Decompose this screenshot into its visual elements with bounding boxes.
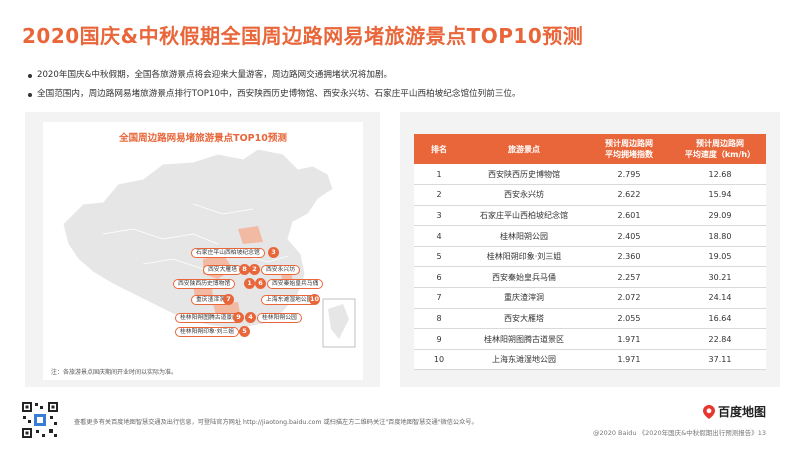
bullet-dot-icon: [28, 92, 32, 97]
cell-rank: 6: [414, 266, 464, 289]
inset-land: [328, 304, 349, 339]
map-rank-badge: 10: [309, 294, 320, 305]
map-rank-badge: 5: [239, 326, 250, 337]
region-hebei: [238, 226, 263, 244]
cell-congestion-index: 2.072: [584, 287, 674, 309]
ranking-table: 排名 旅游景点 预计周边路网 平均拥堵指数 预计周边路网 平均速度（km/h） …: [414, 134, 766, 371]
cell-congestion-index: 1.971: [584, 349, 674, 371]
cell-rank: 4: [414, 225, 464, 247]
map-label: 西安陕西历史博物馆: [173, 279, 236, 289]
bullet-list: 2020年国庆&中秋假期，全国各旅游景点将会迎来大量游客，周边路网交通拥堵状况将…: [28, 66, 788, 104]
table-row: 3 石家庄平山西柏坡纪念馆 2.601 29.09: [414, 205, 766, 227]
map-rank-badge: 4: [245, 312, 256, 323]
col-header-attraction: 旅游景点: [464, 134, 584, 164]
cell-rank: 9: [414, 328, 464, 350]
province-borders: [102, 203, 289, 270]
bullet-dot-icon: [28, 73, 32, 78]
table-row: 8 西安大雁塔 2.055 16.64: [414, 308, 766, 330]
map-rank-badge: 7: [223, 294, 234, 305]
cell-avg-speed: 16.64: [674, 308, 766, 330]
map-label: 西安大雁塔: [203, 265, 242, 275]
footer: 查看更多有关百度地图智慧交通及出行信息，可登陆官方网址 http://jiaot…: [20, 400, 780, 440]
map-rank-badge: 9: [233, 312, 244, 323]
table-row: 9 桂林阳朔图腾古道景区 1.971 22.84: [414, 328, 766, 350]
cell-attraction: 重庆渣滓洞: [464, 287, 584, 309]
cell-rank: 10: [414, 349, 464, 371]
table-row: 7 重庆渣滓洞 2.072 24.14: [414, 287, 766, 309]
cell-congestion-index: 2.055: [584, 308, 674, 330]
baidu-map-logo: 百度地图: [702, 403, 766, 420]
copyright-text: @2020 Baidu 《2020年国庆&中秋假期出行预测报告》13: [592, 429, 766, 437]
bullet-item: 2020年国庆&中秋假期，全国各旅游景点将会迎来大量游客，周边路网交通拥堵状况将…: [28, 66, 788, 85]
map-rank-badge: 2: [249, 264, 260, 275]
map-label: 西安秦始皇兵马俑: [267, 279, 324, 289]
table-row: 1 西安陕西历史博物馆 2.795 12.68: [414, 164, 766, 186]
cell-attraction: 西安大雁塔: [464, 308, 584, 330]
map-label: 石家庄平山西柏坡纪念馆: [191, 248, 265, 258]
table-header-row: 排名 旅游景点 预计周边路网 平均拥堵指数 预计周边路网 平均速度（km/h）: [414, 134, 766, 164]
cell-rank: 5: [414, 246, 464, 268]
table-row: 5 桂林阳朔印象·刘三姐 2.360 19.05: [414, 246, 766, 268]
page-title: 2020国庆&中秋假期全国周边路网易堵旅游景点TOP10预测: [22, 24, 584, 48]
map-footnote: 注：各旅游景点国庆期间开业时间以实际为准。: [51, 369, 178, 376]
map-rank-badge: 3: [268, 247, 279, 258]
cell-congestion-index: 2.622: [584, 184, 674, 206]
bullet-text: 全国范围内，周边路网易堵旅游景点排行TOP10中，西安陕西历史博物馆、西安永兴坊…: [37, 89, 521, 99]
table-row: 2 西安永兴坊 2.622 15.94: [414, 184, 766, 206]
map-card: 全国周边路网易堵旅游景点TOP10预测 石家庄平山西柏坡纪念馆 3 西安大雁塔 …: [43, 122, 363, 380]
cell-attraction: 西安陕西历史博物馆: [464, 164, 584, 186]
map-rank-badge: 1: [244, 278, 255, 289]
map-panel: 全国周边路网易堵旅游景点TOP10预测 石家庄平山西柏坡纪念馆 3 西安大雁塔 …: [25, 112, 380, 387]
cell-avg-speed: 18.80: [674, 225, 766, 247]
cell-attraction: 西安秦始皇兵马俑: [464, 266, 584, 289]
cell-congestion-index: 2.795: [584, 164, 674, 186]
cell-congestion-index: 1.971: [584, 328, 674, 350]
footer-info-text: 查看更多有关百度地图智慧交通及出行信息，可登陆官方网址 http://jiaot…: [74, 419, 478, 426]
table-row: 6 西安秦始皇兵马俑 2.257 30.21: [414, 266, 766, 289]
cell-attraction: 桂林阳朔公园: [464, 225, 584, 247]
cell-avg-speed: 37.11: [674, 349, 766, 371]
cell-congestion-index: 2.360: [584, 246, 674, 268]
cell-rank: 2: [414, 184, 464, 206]
bullet-text: 2020年国庆&中秋假期，全国各旅游景点将会迎来大量游客，周边路网交通拥堵状况将…: [37, 70, 393, 80]
cell-avg-speed: 22.84: [674, 328, 766, 350]
bullet-item: 全国范围内，周边路网易堵旅游景点排行TOP10中，西安陕西历史博物馆、西安永兴坊…: [28, 85, 788, 104]
qr-code-icon[interactable]: [20, 400, 60, 440]
cell-avg-speed: 30.21: [674, 266, 766, 289]
col-header-speed: 预计周边路网 平均速度（km/h）: [674, 134, 766, 164]
col-header-rank: 排名: [414, 134, 464, 164]
map-rank-badge: 6: [255, 278, 266, 289]
table-row: 4 桂林阳朔公园 2.405 18.80: [414, 225, 766, 247]
cell-attraction: 桂林阳朔图腾古道景区: [464, 328, 584, 350]
cell-attraction: 上海东滩湿地公园: [464, 349, 584, 371]
cell-congestion-index: 2.405: [584, 225, 674, 247]
map-label: 桂林阳朔印象·刘三姐: [175, 327, 240, 337]
cell-attraction: 石家庄平山西柏坡纪念馆: [464, 205, 584, 227]
cell-avg-speed: 19.05: [674, 246, 766, 268]
map-pin-logo-icon: [702, 404, 715, 419]
cell-attraction: 西安永兴坊: [464, 184, 584, 206]
cell-attraction: 桂林阳朔印象·刘三姐: [464, 246, 584, 268]
table-row: 10 上海东滩湿地公园 1.971 37.11: [414, 349, 766, 371]
map-label: 桂林阳朔公园: [257, 313, 302, 323]
map-title: 全国周边路网易堵旅游景点TOP10预测: [119, 133, 287, 144]
col-header-congestion: 预计周边路网 平均拥堵指数: [584, 134, 674, 164]
cell-rank: 7: [414, 287, 464, 309]
cell-congestion-index: 2.601: [584, 205, 674, 227]
table-panel: 排名 旅游景点 预计周边路网 平均拥堵指数 预计周边路网 平均速度（km/h） …: [400, 112, 780, 387]
map-rank-badge: 8: [239, 264, 250, 275]
cell-avg-speed: 24.14: [674, 287, 766, 309]
cell-avg-speed: 12.68: [674, 164, 766, 186]
cell-congestion-index: 2.257: [584, 266, 674, 289]
cell-rank: 8: [414, 308, 464, 330]
cell-rank: 3: [414, 205, 464, 227]
cell-rank: 1: [414, 164, 464, 186]
cell-avg-speed: 15.94: [674, 184, 766, 206]
logo-text: 百度地图: [717, 405, 766, 419]
map-label: 西安永兴坊: [261, 265, 300, 275]
cell-avg-speed: 29.09: [674, 205, 766, 227]
